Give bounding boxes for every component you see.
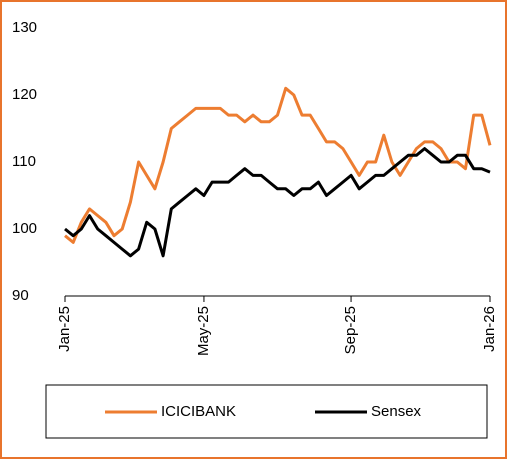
- legend-label: ICICIBANK: [161, 403, 236, 420]
- y-tick-label: 120: [12, 86, 37, 103]
- y-tick-label: 100: [12, 220, 37, 237]
- x-tick-label: Jan-26: [481, 306, 498, 352]
- y-tick-label: 110: [12, 153, 36, 170]
- x-tick-label: Sep-25: [342, 306, 359, 354]
- y-tick-label: 130: [12, 19, 37, 36]
- series-line: [64, 86, 492, 244]
- y-tick-label: 90: [12, 287, 29, 304]
- x-tick-label: May-25: [195, 306, 212, 356]
- x-tick-label: Jan-25: [56, 306, 73, 352]
- legend-label: Sensex: [371, 403, 422, 420]
- series-line: [64, 147, 491, 258]
